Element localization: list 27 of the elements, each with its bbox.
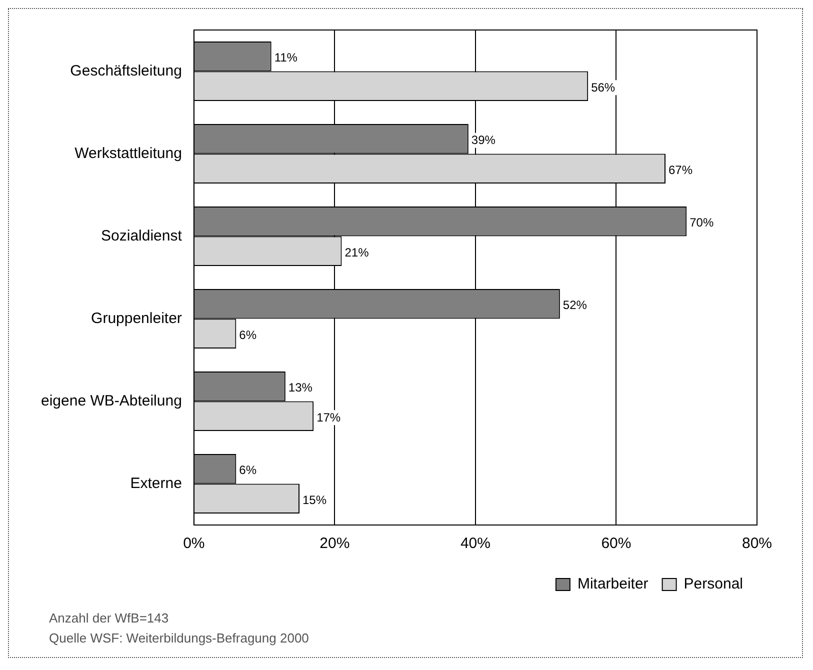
data-label: 56% bbox=[591, 80, 616, 94]
x-tick-label: 60% bbox=[601, 535, 632, 552]
y-tick-label: Gruppenleiter bbox=[91, 310, 182, 327]
data-label: 11% bbox=[274, 50, 298, 65]
data-label: 6% bbox=[239, 463, 257, 478]
data-label: 67% bbox=[668, 162, 693, 177]
x-tick-label: 40% bbox=[460, 535, 490, 552]
data-label: 21% bbox=[344, 245, 370, 260]
data-label: 52% bbox=[562, 298, 588, 312]
y-tick-label: Geschäftsleitung bbox=[70, 62, 182, 80]
y-tick-label: Externe bbox=[130, 474, 182, 492]
data-label: 6% bbox=[239, 328, 257, 342]
y-tick-label: eigene WB-Abteilung bbox=[40, 392, 182, 410]
x-tick-label: 80% bbox=[742, 535, 772, 552]
legend-label: Personal bbox=[684, 576, 743, 593]
y-tick-label: Werkstattleitung bbox=[74, 144, 182, 162]
legend-label: Mitarbeiter bbox=[577, 576, 648, 593]
y-tick-label: Sozialdienst bbox=[101, 227, 183, 244]
text: Anzahl der WfB=143 bbox=[49, 610, 169, 626]
x-tick-label: 20% bbox=[320, 535, 350, 552]
data-label: 39% bbox=[471, 133, 496, 148]
data-label: 15% bbox=[302, 492, 327, 507]
data-label: 17% bbox=[316, 410, 341, 424]
source-note: Quelle WSF: Weiterbildungs-Befragung 2000 bbox=[49, 630, 309, 646]
data-label: 13% bbox=[288, 380, 313, 395]
x-tick-label: 0% bbox=[183, 535, 205, 552]
data-label: 70% bbox=[690, 216, 714, 230]
